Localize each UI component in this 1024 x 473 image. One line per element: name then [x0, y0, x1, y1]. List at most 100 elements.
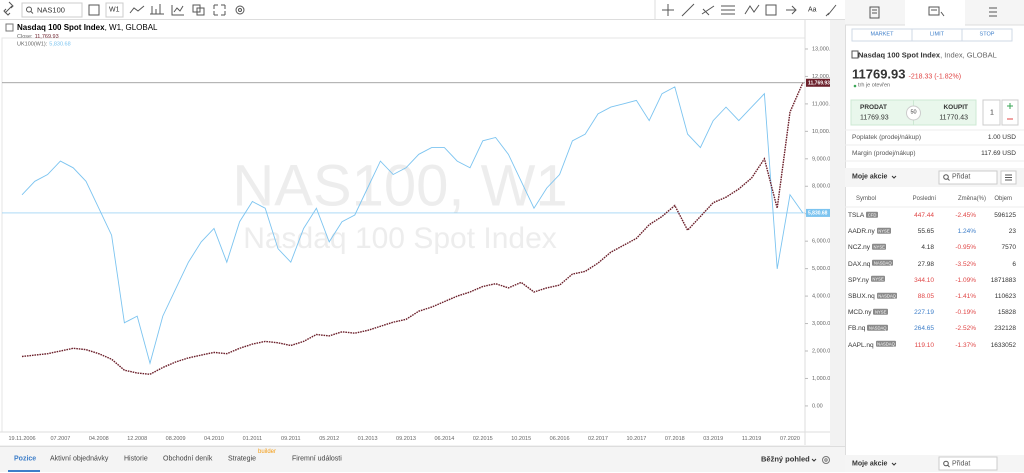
row-symbol[interactable]: FB.nq NASDAQ [848, 324, 889, 333]
collapse-icon[interactable] [5, 23, 14, 32]
trendline-icon[interactable] [681, 3, 695, 17]
toolbar: NAS100 W1 Aa [0, 0, 845, 20]
exchange-badge: NYSE [873, 308, 888, 315]
add-box[interactable] [938, 456, 998, 471]
bottom-tab[interactable]: Obchodní deník [163, 455, 213, 463]
row-symbol[interactable]: TSLA CFD [848, 211, 878, 219]
bottom-tab[interactable]: Pozice [14, 455, 37, 463]
panel-tab-active[interactable] [905, 0, 965, 25]
sell-price[interactable]: 11769.93 [860, 114, 889, 122]
row-symbol[interactable]: MCD.ny NYSE [848, 308, 888, 316]
x-tick-label: 01.2011 [243, 436, 262, 442]
chart-type-button[interactable] [88, 4, 100, 16]
fee-value: 1.00 USD [987, 133, 1016, 141]
legend-value: 5,830.68 [49, 42, 70, 48]
row-volume: 1633052 [990, 341, 1016, 349]
row-change: -2.45% [955, 211, 976, 219]
row-last: 447.44 [914, 211, 934, 219]
row-last: 88.05 [917, 292, 934, 300]
fullscreen-icon[interactable] [213, 4, 226, 16]
row-last: 227.19 [914, 308, 934, 316]
row-symbol[interactable]: NCZ.ny NYSE [848, 243, 887, 252]
view-selector[interactable]: Běžný pohled [761, 454, 810, 464]
order-type[interactable]: STOP [979, 31, 995, 38]
row-symbol[interactable]: SBUX.nq NASDAQ [848, 292, 898, 300]
order-type[interactable]: LIMIT [929, 31, 945, 38]
panel-graphics [845, 0, 1024, 472]
row-symbol[interactable]: AAPL.nq NASDAQ [848, 341, 897, 349]
indicator-icon[interactable] [150, 4, 164, 15]
rect-icon[interactable] [765, 4, 777, 16]
footer-watchlist-title[interactable]: Moje akcie [852, 460, 888, 467]
font-button[interactable]: Aa [808, 6, 817, 14]
price-tag-label: 5,830.68 [808, 211, 828, 217]
market-status: trh je otevřen [858, 82, 891, 89]
chart-subtitle: , W1, GLOBAL [105, 23, 158, 32]
quantity-stepper[interactable] [1001, 99, 1019, 126]
dropdown-icon[interactable] [891, 462, 897, 466]
x-tick-label: 07.2007 [50, 436, 70, 442]
dropdown-icon[interactable] [811, 458, 817, 462]
y-tick-label: 3,000.00 [812, 321, 830, 327]
order-type-group [851, 28, 1013, 42]
fee-label: Poplatek (prodej/nákup) [852, 133, 922, 141]
row-last: 4.18 [921, 244, 934, 252]
plus-icon[interactable] [1007, 103, 1013, 109]
dropdown-icon[interactable] [891, 175, 897, 179]
add-box[interactable] [938, 170, 998, 185]
watermark: Nasdaq 100 Spot Index [243, 222, 557, 255]
brush-icon[interactable] [825, 4, 837, 17]
chart: NAS100, W1 Nasdaq 100 Spot Index Nasdaq … [0, 20, 830, 445]
row-symbol[interactable]: DAX.nq NASDAQ [848, 260, 894, 268]
line-icon[interactable] [129, 5, 145, 14]
hline-icon[interactable] [721, 5, 735, 15]
row-symbol[interactable]: AADR.ny NYSE [848, 227, 892, 235]
row-last: 264.65 [914, 325, 934, 333]
x-tick-label: 07.2018 [665, 436, 685, 442]
x-tick-label: 10.2015 [511, 436, 531, 442]
price-line: 11769.93 -218.33 (-1.82%) [852, 68, 961, 81]
add-input[interactable]: Přidat [952, 173, 971, 181]
timeframe[interactable]: W1 [109, 6, 120, 14]
bottom-tab[interactable]: Strategie [228, 455, 257, 463]
bottom-tab[interactable]: Historie [124, 455, 148, 463]
crosshair-icon[interactable] [662, 4, 674, 16]
x-tick-label: 05.2012 [319, 436, 339, 442]
symbol-heading: Nasdaq 100 Spot Index, Index, GLOBAL [858, 51, 997, 59]
price-change: -218.33 (-1.82%) [908, 73, 962, 81]
bottom-tab[interactable]: Firemní události [292, 455, 342, 463]
symbol-input[interactable]: NAS100 [37, 5, 65, 15]
pattern-icon[interactable] [744, 4, 760, 15]
exchange-badge: NASDAQ [872, 260, 894, 267]
bottom-tab[interactable]: Aktivní objednávky [50, 455, 109, 463]
quantity-box[interactable] [982, 99, 1001, 126]
column-header: Změna(%) [958, 196, 987, 202]
buy-price[interactable]: 11770.43 [939, 114, 968, 122]
search-box[interactable] [21, 2, 83, 18]
watchlist-title[interactable]: Moje akcie [852, 173, 888, 181]
link-icon[interactable] [3, 1, 14, 16]
exchange-badge: NASDAQ [876, 292, 898, 299]
tab-icon [928, 6, 940, 16]
y-tick-label: 11,000.00 [812, 101, 830, 107]
timeframe-box[interactable] [105, 2, 124, 18]
row-symbol[interactable]: SPY.ny NYSE [848, 276, 886, 284]
x-tick-label: 10.2017 [626, 436, 646, 442]
quantity[interactable]: 1 [990, 109, 994, 117]
y-tick-label: 5,000.00 [812, 266, 830, 272]
x-tick-label: 06.2016 [550, 436, 570, 442]
order-type[interactable]: MARKET [870, 31, 894, 38]
settings-icon[interactable] [235, 5, 245, 15]
arrow-icon[interactable] [786, 5, 797, 15]
sell-label[interactable]: PRODAT [860, 103, 887, 111]
buy-label[interactable]: KOUPIT [943, 103, 968, 111]
row-last: 119.10 [914, 341, 934, 349]
fib-icon[interactable] [701, 5, 715, 16]
studies-icon[interactable] [171, 5, 184, 16]
x-tick-label: 19.11.2006 [8, 436, 35, 442]
spread: 50 [910, 109, 917, 116]
footer-add-input[interactable]: Přidat [952, 460, 971, 467]
builder-badge: builder [258, 449, 277, 455]
settings-icon[interactable] [822, 456, 830, 464]
y-tick-label: 13,000.00 [812, 46, 830, 52]
